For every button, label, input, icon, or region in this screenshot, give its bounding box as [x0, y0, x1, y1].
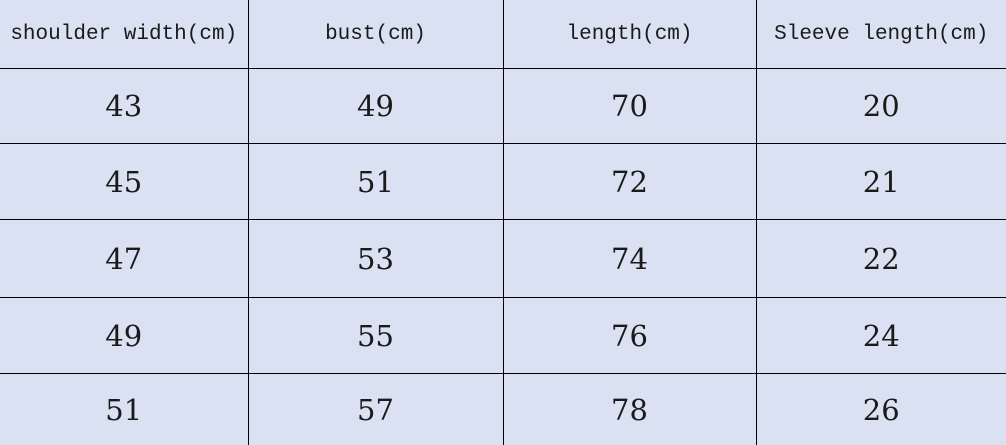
- cell-shoulder-width: 47: [0, 219, 249, 298]
- header-row: shoulder width(cm) bust(cm) length(cm) S…: [0, 0, 1006, 69]
- cell-bust: 55: [248, 297, 504, 374]
- table-header: shoulder width(cm) bust(cm) length(cm) S…: [0, 0, 1006, 69]
- header-cell-bust: bust(cm): [248, 0, 504, 69]
- cell-length: 70: [503, 68, 757, 144]
- cell-bust: 53: [248, 219, 504, 298]
- cell-sleeve-length: 26: [862, 393, 900, 428]
- table-row: 47 53 74 22: [0, 219, 1006, 298]
- cell-sleeve-length: 21: [756, 143, 1006, 220]
- header-cell-sleeve-length: Sleeve length(cm): [756, 0, 1006, 69]
- header-cell-length: length(cm): [503, 0, 757, 69]
- cell-sleeve-length: 22: [756, 219, 1006, 298]
- cell-shoulder-width: 49: [0, 297, 249, 374]
- cell-length: 72: [503, 143, 757, 220]
- cell-shoulder-width: 43: [0, 68, 249, 144]
- table-row: 43 49 70 20: [0, 68, 1006, 144]
- cell-sleeve-length: 24: [756, 297, 1006, 374]
- cell-sleeve-length: 20: [756, 68, 1006, 144]
- cell-bust: 57: [248, 373, 504, 445]
- cell-shoulder-width: 45: [0, 143, 249, 220]
- table-row: 51 57 78 26: [0, 373, 1006, 445]
- cell-length: 78: [503, 373, 757, 445]
- cell-bust: 51: [248, 143, 504, 220]
- cell-length: 76: [503, 297, 757, 374]
- cell-length: 74: [503, 219, 757, 298]
- table-row: 49 55 76 24: [0, 297, 1006, 374]
- table-row: 45 51 72 21: [0, 143, 1006, 220]
- header-cell-shoulder-width: shoulder width(cm): [0, 0, 249, 69]
- cell-bust: 49: [248, 68, 504, 144]
- cell-shoulder-width: 51: [0, 373, 249, 445]
- table-body: 43 49 70 20 45 51 72 21 47 53 74 22 49 5…: [0, 68, 1006, 445]
